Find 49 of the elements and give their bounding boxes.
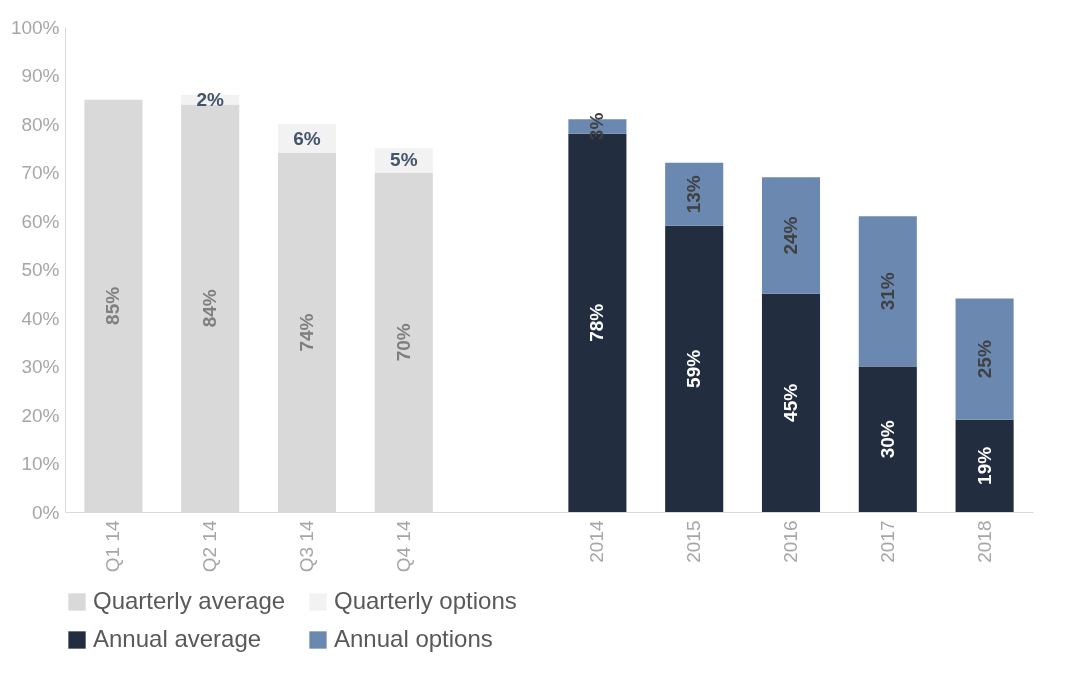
bar [665,225,724,512]
data-label: 84% [199,289,221,328]
bar [665,162,724,226]
data-label: 59% [683,349,705,388]
x-tick-label: 2018 [973,520,995,563]
legend-label: Quarterly options [334,587,517,614]
data-label: 24% [780,216,801,255]
bar [761,177,821,294]
y-tick-label: 0% [32,501,60,523]
legend-label: Annual options [334,625,493,652]
x-tick-label: 2016 [780,520,801,563]
data-label: 2% [196,88,225,110]
y-tick-label: 20% [21,404,60,426]
x-tick-label: Q4 14 [392,520,414,573]
data-label: 78% [586,303,608,342]
x-tick-label: 2017 [876,520,898,563]
data-label: 31% [876,272,898,311]
data-label: 13% [683,175,705,214]
bar [858,216,917,367]
data-label: 3% [586,112,608,141]
data-label: 74% [296,313,317,352]
data-label: 45% [780,383,801,422]
x-tick-label: Q1 14 [102,520,124,573]
y-tick-label: 70% [21,162,60,183]
data-label: 85% [102,286,124,325]
y-tick-label: 80% [21,113,60,135]
x-tick-label: 2014 [586,520,608,563]
x-tick-label: Q2 14 [199,520,221,573]
bar [858,366,917,512]
y-tick-label: 30% [21,356,60,377]
bar [955,419,1014,512]
y-tick-label: 40% [21,307,60,329]
y-tick-label: 60% [21,210,60,232]
y-tick-label: 50% [21,259,60,280]
data-label: 25% [973,340,995,379]
legend-label: Quarterly average [93,587,286,614]
data-label: 19% [973,446,995,485]
data-label: 30% [876,420,898,459]
data-label: 5% [390,149,418,171]
y-tick-label: 90% [21,65,60,86]
x-tick-label: Q3 14 [296,520,317,573]
y-tick-label: 10% [21,453,60,474]
data-label: 70% [392,323,414,362]
data-label: 6% [293,127,321,149]
x-tick-label: 2015 [683,520,705,563]
bar [761,293,821,512]
y-tick-label: 100% [10,16,60,38]
bar [955,298,1014,420]
legend-label: Annual average [93,625,262,652]
